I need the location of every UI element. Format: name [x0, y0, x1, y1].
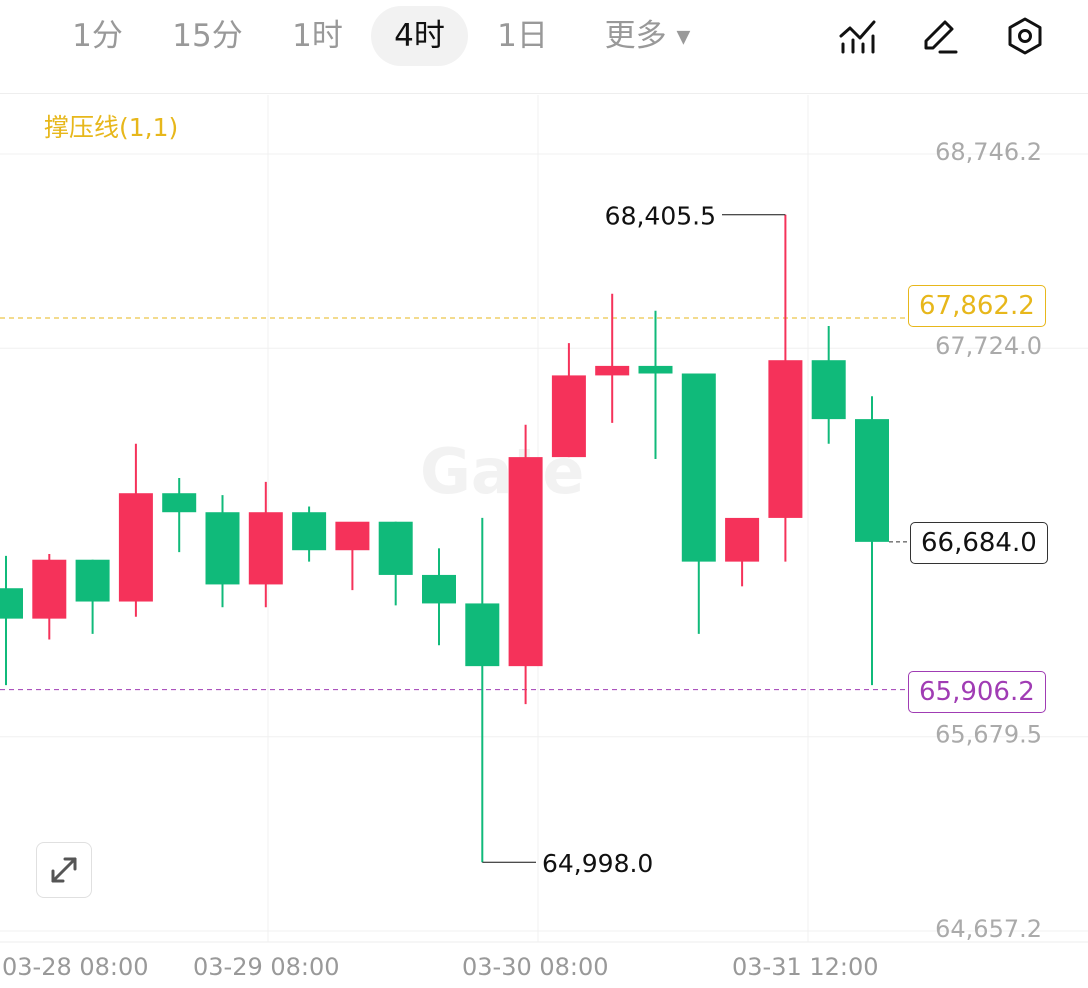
low-price-label: 64,998.0 [542, 849, 653, 878]
indicator-chart-icon[interactable] [836, 14, 880, 58]
candle-body[interactable] [32, 559, 67, 619]
resistance-price-tag: 67,862.2 [908, 285, 1046, 327]
candle-body[interactable] [248, 512, 283, 585]
x-tick-label: 03-29 08:00 [193, 953, 340, 981]
candle-body[interactable] [118, 493, 153, 602]
candle-body[interactable] [75, 559, 110, 602]
candle-body[interactable] [378, 521, 413, 575]
candle-body[interactable] [551, 375, 586, 458]
expand-icon [51, 857, 77, 883]
candle-body[interactable] [681, 373, 716, 562]
candle-body[interactable] [811, 360, 846, 420]
candle-body[interactable] [335, 521, 370, 551]
y-tick-label: 68,746.2 [935, 138, 1042, 166]
tab-1min[interactable]: 1分 [72, 18, 123, 54]
candle-body[interactable] [162, 493, 197, 513]
pencil-draw-icon[interactable] [918, 14, 962, 58]
candle-body[interactable] [205, 512, 240, 585]
toolbar-divider [0, 93, 1088, 94]
y-tick-label: 65,679.5 [935, 721, 1042, 749]
last-price-tag: 66,684.0 [910, 522, 1048, 564]
candle-body[interactable] [508, 457, 543, 667]
candle-body[interactable] [0, 588, 23, 619]
expand-button[interactable] [36, 842, 92, 898]
y-tick-label: 64,657.2 [935, 915, 1042, 943]
candle-body[interactable] [768, 360, 803, 518]
tab-4hour[interactable]: 4时 [371, 6, 468, 66]
candle-body[interactable] [465, 603, 500, 667]
x-tick-label: 03-28 08:00 [2, 953, 149, 981]
support-price-tag: 65,906.2 [908, 671, 1046, 713]
timeframe-toolbar: 1分 15分 1时 4时 1日 更多 ▼ [0, 0, 1088, 72]
x-tick-label: 03-30 08:00 [462, 953, 609, 981]
candle-body[interactable] [638, 365, 673, 374]
settings-hexagon-icon[interactable] [1003, 14, 1047, 58]
candle-body[interactable] [292, 512, 327, 551]
tab-1day[interactable]: 1日 [497, 18, 548, 54]
tab-15min[interactable]: 15分 [172, 18, 243, 54]
y-tick-label: 67,724.0 [935, 332, 1042, 360]
high-price-label: 68,405.5 [605, 202, 716, 231]
candle-body[interactable] [725, 517, 760, 562]
more-dropdown[interactable]: 更多 ▼ [590, 6, 705, 66]
indicator-label: 撑压线(1,1) [44, 113, 179, 142]
candle-body[interactable] [595, 365, 630, 376]
more-label: 更多 [604, 18, 667, 54]
tab-1hour[interactable]: 1时 [292, 18, 343, 54]
caret-down-icon: ▼ [676, 26, 691, 48]
candle-body[interactable] [855, 419, 889, 542]
x-tick-label: 03-31 12:00 [732, 953, 879, 981]
candle-body[interactable] [422, 574, 456, 604]
